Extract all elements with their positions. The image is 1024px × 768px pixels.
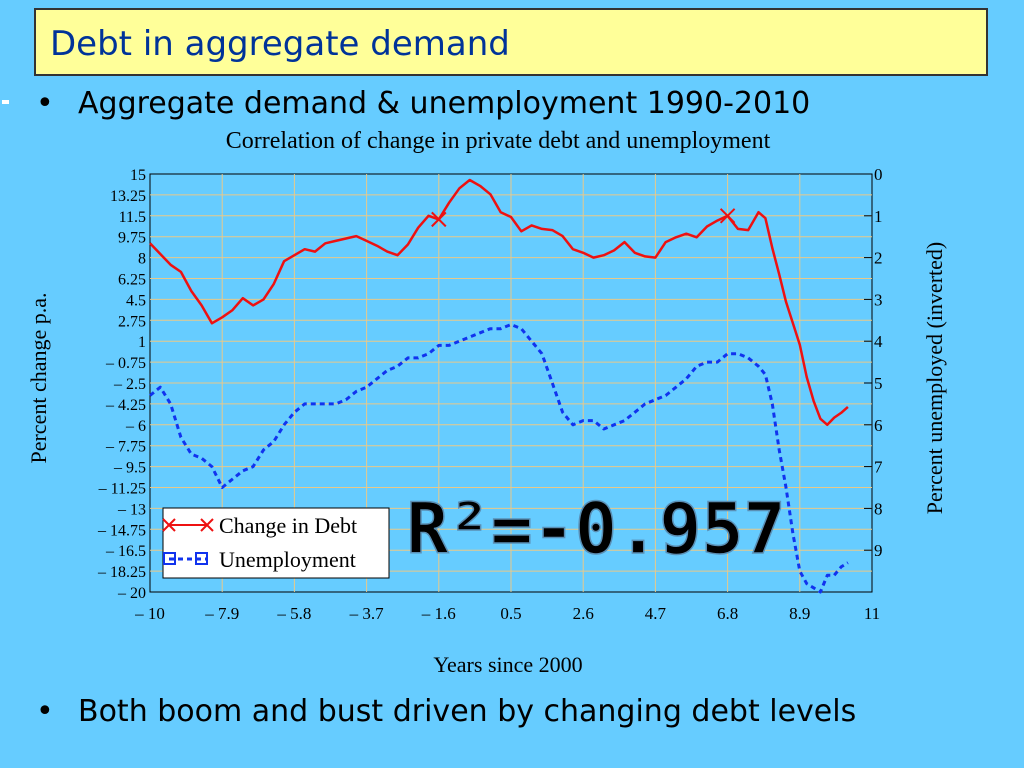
x-tick-label: – 5.8 — [276, 604, 311, 623]
x-tick-label: – 3.7 — [349, 604, 385, 623]
y-tick-label: 15 — [130, 167, 146, 184]
x-axis-label: Years since 2000 — [433, 652, 582, 677]
tick-labels: – 10 – 7.9 – 5.8 – 3.7 – 1.6 0.5 2.6 4.7 6.8 8.9 1… — [97, 165, 883, 623]
legend-label-unemployment: Unemployment — [219, 547, 356, 572]
slide-edge-mark — [2, 100, 9, 104]
series-group — [149, 178, 849, 594]
y2-tick-label: 8 — [874, 499, 883, 518]
y-tick-label: – 18.25 — [97, 564, 146, 581]
y-tick-label: – 20 — [117, 585, 146, 602]
x-tick-label: 8.9 — [789, 604, 810, 623]
y-tick-label: – 16.5 — [105, 543, 146, 560]
y-tick-label: – 7.75 — [105, 439, 146, 456]
x-tick-label: 11 — [864, 604, 880, 623]
y2-tick-label: 4 — [874, 332, 883, 351]
y2-axis-label: Percent unemployed (inverted) — [922, 242, 947, 514]
y2-tick-label: 3 — [874, 290, 883, 309]
y-tick-label: – 14.75 — [97, 522, 146, 539]
y-tick-label: – 4.25 — [105, 397, 146, 414]
y-tick-label: – 11.25 — [98, 481, 146, 498]
y-tick-label: 2.75 — [118, 313, 146, 330]
debt-change-line — [149, 178, 849, 427]
bullet-dot: • — [36, 694, 54, 729]
grid-lines — [150, 173, 872, 592]
y-tick-label: 11.5 — [119, 209, 146, 226]
x-tick-label: – 1.6 — [421, 604, 456, 623]
y-tick-label: – 6 — [125, 418, 146, 435]
slide-title: Debt in aggregate demand — [50, 24, 510, 64]
y2-tick-label: 9 — [874, 541, 883, 560]
y2-tick-label: 5 — [874, 374, 883, 393]
debt-x-marker — [719, 208, 736, 224]
y-tick-label: 13.25 — [110, 188, 146, 205]
bullet-dot: • — [36, 86, 54, 121]
bullet-2-text: Both boom and bust driven by changing de… — [78, 694, 857, 729]
x-tick-label: 4.7 — [645, 604, 667, 623]
x-tick-label: 6.8 — [717, 604, 738, 623]
x-tick-label: 0.5 — [500, 604, 521, 623]
bullet-1-text: Aggregate demand & unemployment 1990-201… — [78, 86, 811, 121]
legend-label-debt: Change in Debt — [219, 513, 357, 538]
y-tick-label: – 13 — [117, 501, 146, 518]
y-tick-label: 1 — [138, 334, 146, 351]
x-tick-label: 2.6 — [573, 604, 594, 623]
y2-tick-label: 6 — [874, 416, 883, 435]
legend-swatch-unemployment — [163, 552, 208, 565]
x-tick-label: – 7.9 — [204, 604, 239, 623]
chart-title: Correlation of change in private debt an… — [226, 128, 771, 154]
legend: Change in Debt Unemployment — [162, 507, 390, 579]
y-tick-label: – 9.5 — [113, 460, 146, 477]
r-squared-annotation: R²=-0.957 — [406, 488, 785, 570]
y-tick-label: – 0.75 — [105, 355, 146, 372]
x-tick-label: – 10 — [134, 604, 165, 623]
y-tick-label: 9.75 — [118, 230, 146, 247]
y2-tick-label: 1 — [874, 207, 883, 226]
y2-tick-label: 2 — [874, 249, 883, 268]
y-tick-label: 6.25 — [118, 272, 146, 289]
y-tick-label: 4.5 — [126, 292, 146, 309]
title-box: Debt in aggregate demand — [34, 8, 988, 76]
y-tick-label: 8 — [138, 251, 146, 268]
y-axis-label: Percent change p.a. — [26, 292, 51, 463]
y2-tick-label: 0 — [874, 165, 883, 184]
legend-swatch-debt — [162, 518, 214, 532]
debt-x-marker — [431, 211, 447, 228]
y2-tick-label: 7 — [874, 458, 883, 477]
y-tick-label: – 2.5 — [113, 376, 146, 393]
